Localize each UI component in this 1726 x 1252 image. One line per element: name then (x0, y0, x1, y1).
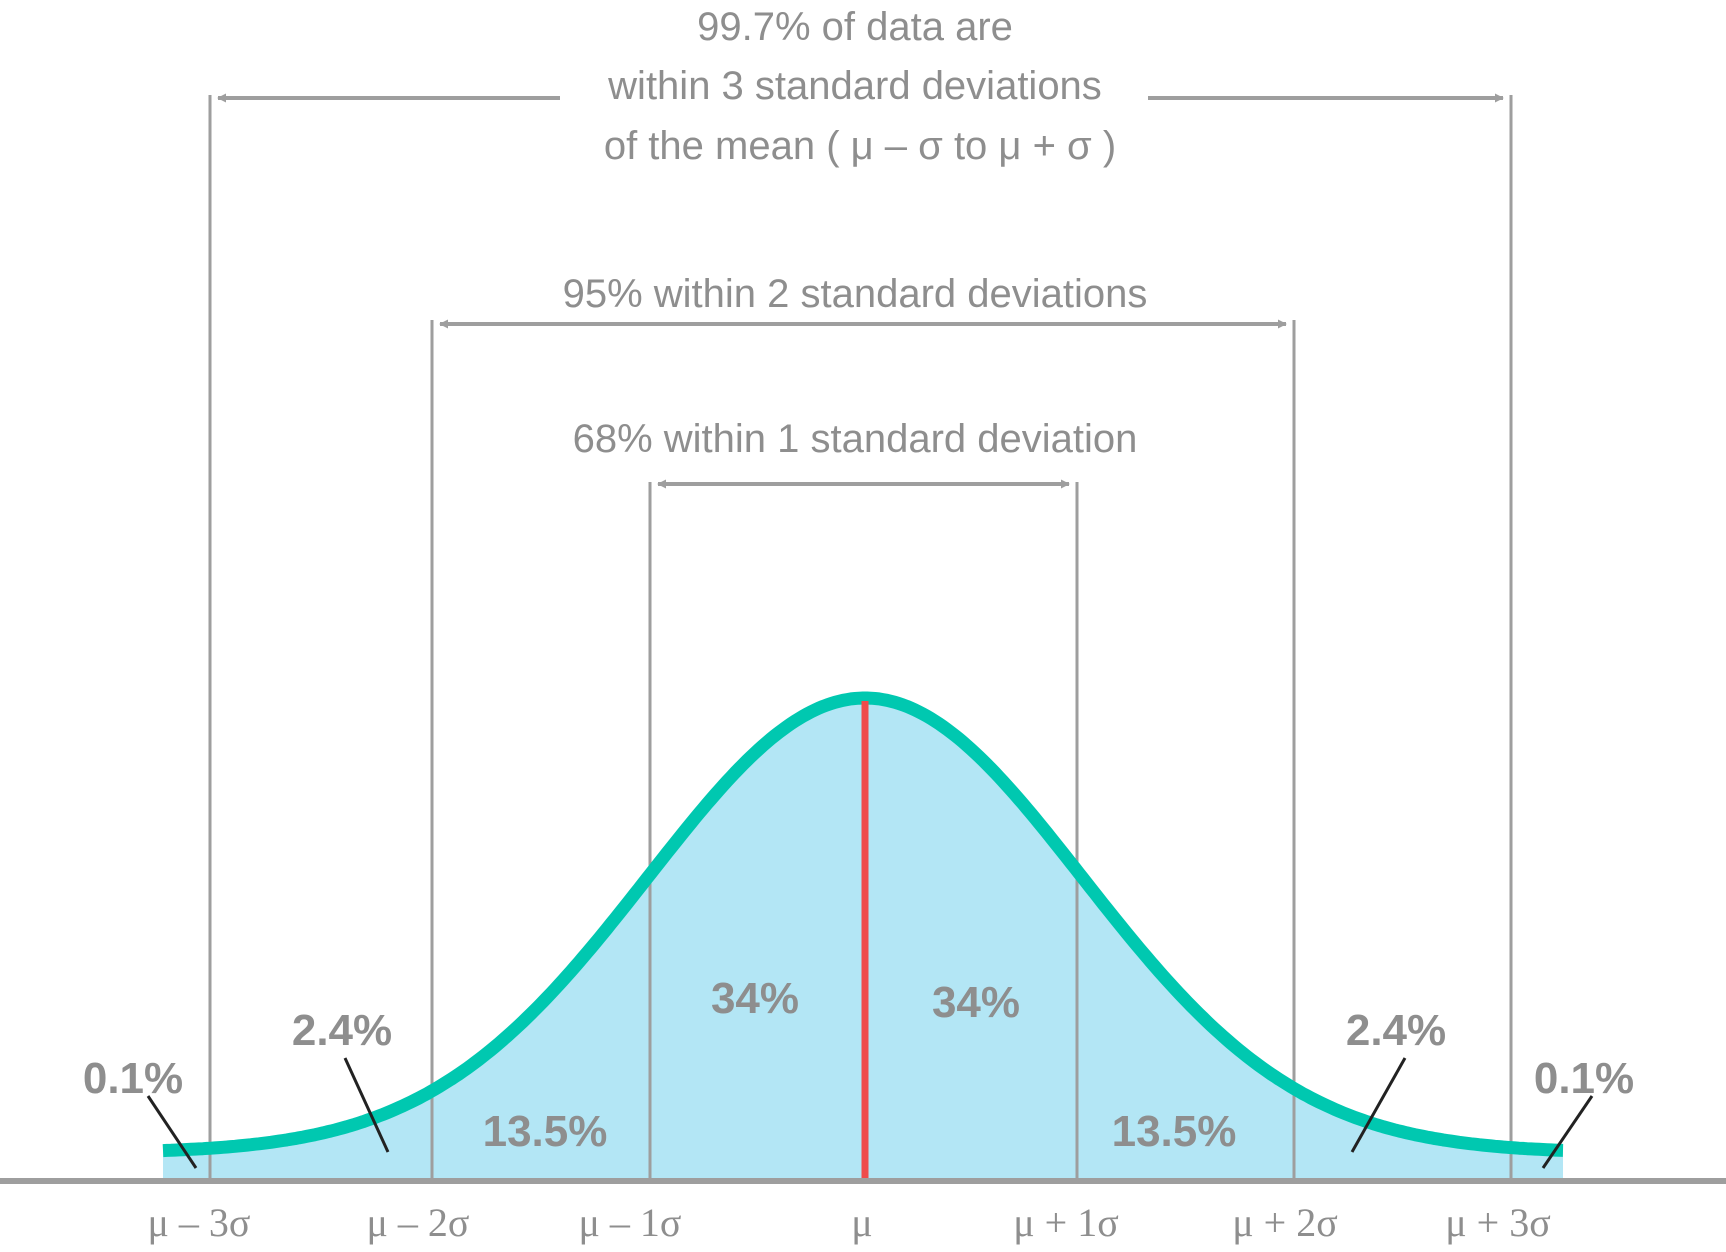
region-label-outer-right: 2.4% (1346, 1006, 1446, 1055)
three-sd-label-line3: of the mean ( μ – σ to μ + σ ) (604, 124, 1116, 168)
region-label-mid-right: 13.5% (1112, 1107, 1237, 1156)
region-label-tail-right: 0.1% (1534, 1054, 1634, 1103)
callout-line-tail-left (146, 1095, 198, 1169)
three-sd-label-line2: within 3 standard deviations (607, 64, 1102, 108)
region-label-center-left: 34% (711, 974, 799, 1023)
axis-tick-minus-3-sigma: μ – 3σ (147, 1200, 250, 1245)
callout-lines (146, 1057, 1594, 1169)
sigma-guide-lines (208, 95, 1513, 1180)
axis-tick-plus-2-sigma: μ + 2σ (1232, 1200, 1338, 1245)
three-sd-label-line1: 99.7% of data are (697, 5, 1013, 49)
region-label-mid-left: 13.5% (483, 1107, 608, 1156)
callout-line-tail-right (1541, 1095, 1594, 1169)
axis-tick-plus-3-sigma: μ + 3σ (1445, 1200, 1551, 1245)
bell-curve (160, 691, 1566, 1158)
axis-tick-minus-2-sigma: μ – 2σ (366, 1200, 469, 1245)
axis-tick-plus-1-sigma: μ + 1σ (1013, 1200, 1119, 1245)
two-sd-label: 95% within 2 standard deviations (563, 272, 1148, 316)
callout-line-outer-left (343, 1057, 390, 1153)
axis-tick-mean: μ (851, 1200, 872, 1245)
axis-tick-minus-1-sigma: μ – 1σ (578, 1200, 681, 1245)
callout-line-outer-right (1350, 1057, 1407, 1153)
region-label-outer-left: 2.4% (292, 1006, 392, 1055)
one-sd-label: 68% within 1 standard deviation (573, 417, 1138, 461)
region-label-center-right: 34% (932, 978, 1020, 1027)
region-label-tail-left: 0.1% (83, 1054, 183, 1103)
